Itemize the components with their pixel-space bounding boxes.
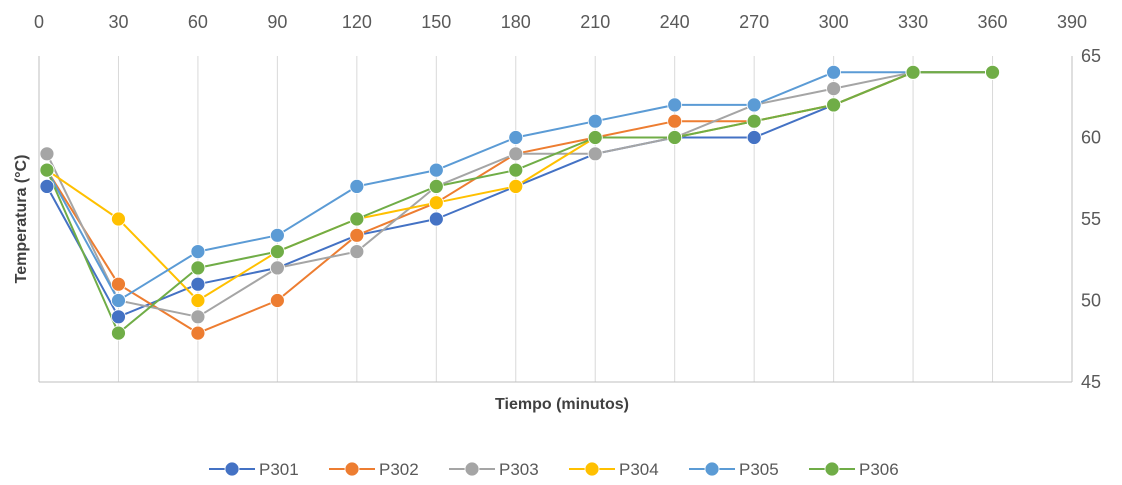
data-point-p305: [667, 97, 683, 113]
x-tick-label: 240: [660, 12, 690, 32]
data-point-p301: [746, 130, 762, 145]
x-tick-label: 330: [898, 12, 928, 32]
data-point-p306: [111, 325, 126, 341]
legend-label-p306: P306: [859, 460, 899, 479]
legend-label-p303: P303: [499, 460, 539, 479]
x-tick-label: 210: [580, 12, 610, 32]
data-point-p305: [826, 64, 842, 80]
x-tick-label: 30: [108, 12, 128, 32]
data-point-p304: [428, 195, 444, 211]
x-tick-label: 300: [819, 12, 849, 32]
legend-marker-p305: [704, 461, 720, 477]
legend-marker-p304: [584, 461, 600, 477]
axes: [38, 56, 1073, 383]
data-point-p304: [190, 293, 206, 308]
legend: P301 P302 P303 P304 P305 P306: [209, 460, 899, 479]
x-tick-label: 180: [501, 12, 531, 32]
data-point-p303: [508, 146, 524, 162]
data-point-p305: [269, 227, 285, 243]
data-point-p306: [905, 64, 921, 80]
legend-marker-p302: [344, 461, 360, 477]
data-point-p302: [190, 325, 206, 341]
legend-label-p305: P305: [739, 460, 779, 479]
x-tick-label: 360: [978, 12, 1008, 32]
data-point-p302: [667, 113, 683, 129]
data-point-p304: [111, 211, 126, 227]
y-axis-title: Temperatura (°C): [13, 155, 30, 284]
data-point-p302: [111, 276, 126, 292]
data-point-p301: [428, 211, 444, 227]
legend-label-p304: P304: [619, 460, 659, 479]
data-point-p305: [587, 113, 603, 129]
y-tick-label: 65: [1081, 46, 1101, 66]
data-point-p306: [746, 113, 762, 129]
data-point-p305: [190, 244, 206, 260]
series-line-p303: [46, 71, 993, 318]
data-point-p301: [111, 309, 126, 325]
data-point-p306: [349, 211, 365, 227]
data-point-p305: [746, 97, 762, 113]
data-point-p304: [508, 178, 524, 194]
gridlines: [117, 56, 1073, 382]
x-tick-label: 90: [267, 12, 287, 32]
x-tick-label: 0: [34, 12, 44, 32]
data-point-p306: [428, 178, 444, 194]
data-point-p306: [39, 162, 55, 178]
series-line-p306: [46, 71, 993, 335]
data-point-p303: [269, 260, 285, 276]
legend-label-p302: P302: [379, 460, 419, 479]
data-point-p306: [985, 64, 1000, 80]
data-point-p302: [269, 293, 285, 308]
data-point-p303: [349, 244, 365, 260]
data-point-p305: [428, 162, 444, 178]
legend-marker-p303: [464, 461, 480, 477]
data-point-p303: [826, 81, 842, 96]
x-tick-label: 150: [421, 12, 451, 32]
x-tick-label: 270: [739, 12, 769, 32]
y-tick-label: 45: [1081, 372, 1101, 392]
data-point-p302: [349, 227, 365, 243]
data-point-p305: [508, 130, 524, 145]
y-tick-label: 50: [1081, 291, 1101, 311]
legend-label-p301: P301: [259, 460, 299, 479]
x-axis-title: Tiempo (minutos): [495, 396, 629, 413]
y-tick-label: 60: [1081, 128, 1101, 148]
data-point-p306: [508, 162, 524, 178]
data-point-p306: [190, 260, 206, 276]
series-line-p302: [46, 71, 993, 335]
y-tick-labels: 45 50 55 60 65: [1081, 46, 1101, 392]
x-tick-label: 390: [1057, 12, 1087, 32]
series-line-p301: [46, 71, 993, 318]
data-point-p301: [190, 276, 206, 292]
series-lines: [46, 71, 993, 335]
x-tick-label: 120: [342, 12, 372, 32]
data-point-p306: [667, 130, 683, 145]
data-point-p306: [269, 244, 285, 260]
x-tick-label: 60: [188, 12, 208, 32]
series-markers: [39, 64, 1000, 341]
data-point-p303: [190, 309, 206, 325]
data-point-p305: [111, 293, 126, 308]
data-point-p306: [587, 130, 603, 145]
data-point-p306: [826, 97, 842, 113]
data-point-p303: [39, 146, 55, 162]
y-tick-label: 55: [1081, 209, 1101, 229]
data-point-p301: [39, 178, 55, 194]
data-point-p303: [587, 146, 603, 162]
legend-marker-p306: [824, 461, 840, 477]
x-tick-labels: 0 30 60 90 120 150 180 210 240 270 300 330 360 390: [34, 12, 1087, 32]
legend-marker-p301: [224, 461, 240, 477]
data-point-p305: [349, 178, 365, 194]
